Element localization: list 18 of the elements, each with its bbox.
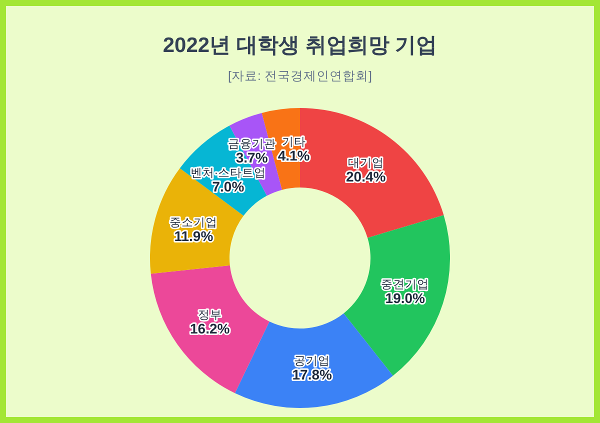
slice-label: 공기업	[294, 356, 330, 368]
donut-slice	[344, 215, 450, 376]
data-label: 17.8%	[292, 366, 332, 383]
donut-slice	[150, 265, 270, 394]
data-label: 11.9%	[174, 228, 214, 244]
data-label: 7.0%	[212, 178, 245, 194]
data-label: 19.0%	[385, 290, 426, 306]
slice-label: 대기업	[348, 158, 384, 170]
data-label: 16.2%	[190, 320, 230, 336]
slice-label: 정부	[198, 309, 222, 322]
data-label: 20.4%	[346, 168, 386, 185]
slice-label: 중소기업	[170, 216, 218, 229]
data-label: 4.1%	[278, 148, 310, 164]
slice-label: 중견기업	[381, 279, 430, 292]
donut-slice	[234, 313, 393, 408]
chart-title: 2022년 대학생 취업희망 기업	[162, 34, 438, 57]
chart-subtitle: [자료: 전국경제인연합회]	[228, 69, 372, 83]
slice-label: 기타	[282, 136, 306, 149]
